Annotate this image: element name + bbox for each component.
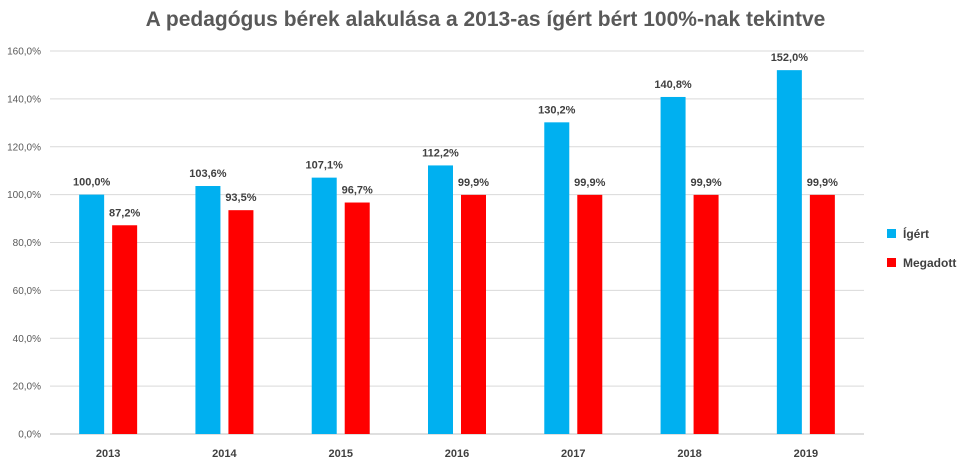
data-label: 112,2%	[422, 147, 459, 159]
data-label: 93,5%	[225, 192, 256, 204]
x-tick-label: 2013	[96, 448, 120, 460]
data-label: 107,1%	[306, 160, 344, 172]
x-tick-label: 2019	[794, 448, 818, 460]
bar-igert	[195, 186, 221, 434]
data-label: 103,6%	[189, 168, 227, 180]
y-tick-label: 0,0%	[18, 430, 41, 441]
bar-megadott	[344, 202, 370, 434]
y-tick-label: 160,0%	[7, 47, 41, 58]
x-tick-label: 2014	[212, 448, 237, 460]
data-label: 99,9%	[807, 177, 838, 189]
legend-swatch	[887, 229, 896, 238]
bar-megadott	[461, 194, 486, 434]
data-label: 99,9%	[690, 177, 721, 189]
x-tick-label: 2018	[677, 448, 701, 460]
data-label: 96,7%	[342, 185, 373, 197]
y-tick-label: 100,0%	[7, 190, 41, 201]
x-tick-label: 2015	[328, 448, 352, 460]
x-tick-label: 2016	[445, 448, 469, 460]
bar-megadott	[228, 210, 254, 434]
bar-igert	[311, 177, 337, 434]
bar-igert	[428, 165, 453, 434]
bar-megadott	[809, 194, 835, 434]
legend-label: Ígért	[903, 226, 929, 241]
y-tick-label: 60,0%	[13, 286, 41, 297]
data-label: 152,0%	[771, 52, 809, 64]
y-tick-label: 20,0%	[13, 382, 41, 393]
bar-igert	[544, 122, 570, 435]
data-label: 87,2%	[109, 207, 140, 219]
data-label: 99,9%	[458, 177, 489, 189]
data-label: 99,9%	[574, 177, 605, 189]
bar-megadott	[577, 194, 603, 434]
x-tick-label: 2017	[561, 448, 585, 460]
legend-label: Megadott	[903, 256, 956, 270]
bar-igert	[776, 70, 802, 435]
data-label: 100,0%	[73, 177, 111, 189]
bar-igert	[79, 194, 105, 434]
bar-megadott	[693, 194, 719, 434]
y-tick-label: 140,0%	[7, 94, 41, 105]
legend-swatch	[887, 258, 896, 267]
chart-title: A pedagógus bérek alakulása a 2013-as íg…	[145, 8, 826, 31]
y-tick-label: 80,0%	[13, 238, 41, 249]
bar-megadott	[112, 225, 138, 434]
data-label: 130,2%	[538, 104, 576, 116]
y-tick-label: 40,0%	[13, 334, 41, 345]
bar-igert	[660, 96, 686, 435]
y-tick-label: 120,0%	[7, 142, 41, 153]
data-label: 140,8%	[654, 79, 692, 91]
